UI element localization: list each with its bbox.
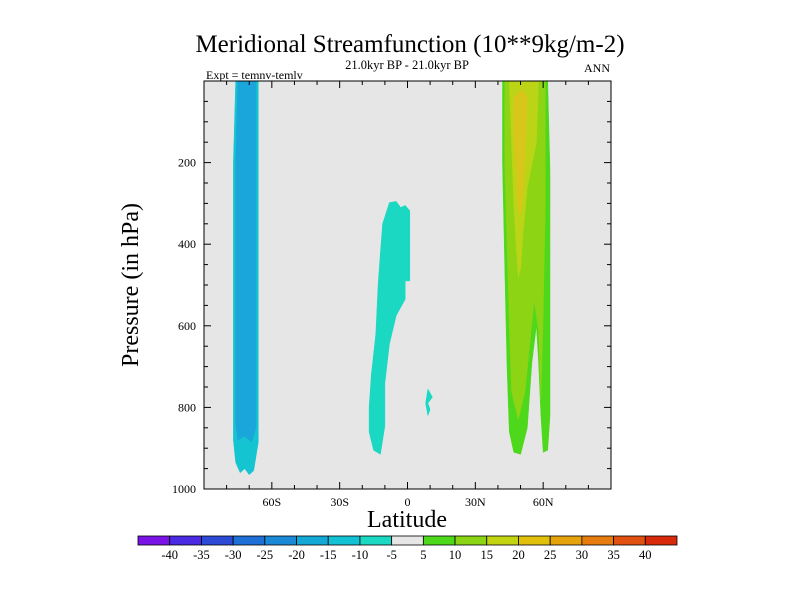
colorbar-label: 40 — [639, 548, 652, 562]
colorbar-label: -30 — [225, 548, 242, 562]
colorbar-label: 25 — [544, 548, 557, 562]
x-tick-label: 60S — [262, 495, 281, 509]
colorbar-label: 5 — [420, 548, 426, 562]
colorbar-label: 15 — [481, 548, 494, 562]
y-tick-label: 200 — [178, 156, 196, 170]
colorbar-label: -40 — [161, 548, 178, 562]
axis-ticks: 60S 30S 0 30N 60N 200 400 600 800 1000 — [172, 81, 611, 509]
colorbar-swatch — [264, 535, 297, 546]
contour-northern-cell-peak — [513, 88, 528, 216]
y-tick-label: 1000 — [172, 482, 196, 496]
colorbar-swatch — [454, 535, 488, 546]
x-tick-label: 60N — [533, 495, 554, 509]
expt-label: Expt = temnv-temlv — [206, 68, 303, 82]
colorbar-swatch — [422, 535, 456, 546]
colorbar-label: -10 — [352, 548, 369, 562]
colorbar-label: 20 — [512, 548, 525, 562]
y-tick-label: 600 — [178, 319, 196, 333]
colorbar-label: 10 — [449, 548, 462, 562]
x-tick-label: 0 — [405, 495, 411, 509]
colorbar-swatch — [359, 535, 393, 546]
y-axis-label: Pressure (in hPa) — [118, 203, 144, 367]
colorbar: -40 -35 -30 -25 -20 -15 -10 -5 5 10 15 20 25 30 35 40 — [137, 535, 678, 562]
colorbar-swatch — [644, 535, 678, 546]
colorbar-label: -35 — [193, 548, 210, 562]
colorbar-label: 35 — [607, 548, 620, 562]
x-axis-label: Latitude — [367, 507, 447, 533]
colorbar-swatch — [486, 535, 519, 546]
colorbar-label: -20 — [288, 548, 305, 562]
colorbar-label: -15 — [320, 548, 337, 562]
colorbar-swatch — [169, 535, 202, 546]
colorbar-swatch — [327, 535, 361, 546]
colorbar-swatch — [518, 535, 551, 546]
colorbar-swatch — [391, 535, 424, 546]
colorbar-label: -5 — [386, 548, 396, 562]
contour-regions — [233, 80, 551, 476]
x-tick-label: 30N — [465, 495, 486, 509]
colorbar-swatch — [549, 535, 583, 546]
season-label: ANN — [584, 61, 610, 75]
colorbar-swatch — [137, 535, 171, 546]
y-tick-label: 800 — [178, 400, 196, 414]
chart-title: Meridional Streamfunction (10**9kg/m-2) — [195, 31, 624, 58]
colorbar-swatch — [296, 535, 329, 546]
x-tick-label: 30S — [330, 495, 349, 509]
colorbar-swatch — [613, 535, 646, 546]
colorbar-label: -25 — [256, 548, 273, 562]
contour-southern-cell-core — [235, 80, 257, 443]
contour-equatorial-cell — [368, 201, 411, 455]
plot-area: 60S 30S 0 30N 60N 200 400 600 800 1000 — [172, 80, 612, 509]
colorbar-swatch — [581, 535, 614, 546]
y-tick-label: 400 — [178, 237, 196, 251]
contour-equatorial-patch — [425, 388, 433, 417]
colorbar-swatch — [201, 535, 234, 546]
colorbar-swatch — [232, 535, 266, 546]
colorbar-label: 30 — [576, 548, 589, 562]
chart-subtitle: 21.0kyr BP - 21.0kyr BP — [345, 58, 469, 72]
